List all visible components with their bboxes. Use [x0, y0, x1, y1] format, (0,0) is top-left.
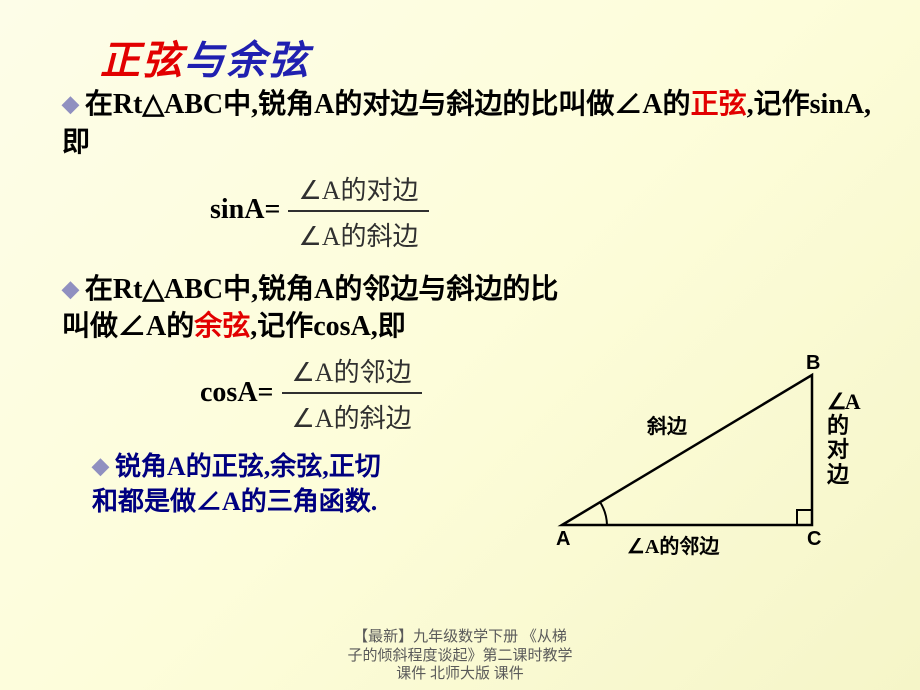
label-C: C — [807, 528, 821, 551]
sin-fraction: ∠A的对边 ∠A的斜边 — [288, 168, 428, 253]
sin-num: ∠A的对边 — [288, 168, 428, 212]
footer-l3: 课件 北师大版 课件 — [396, 666, 524, 682]
formula-sin: sinA= ∠A的对边 ∠A的斜边 — [0, 168, 920, 253]
label-B: B — [806, 352, 820, 375]
bullet-icon: ◆ — [62, 91, 79, 116]
p2-post: ,记作cosA,即 — [250, 311, 406, 342]
triangle-diagram: B A C 斜边 ∠A的邻边 ∠A的对边 — [542, 350, 872, 550]
footer-l2: 子的倾斜程度谈起》第二课时教学 — [347, 648, 572, 664]
sin-lhs: sinA= — [210, 194, 280, 226]
label-A: A — [556, 528, 570, 551]
p2-hl: 余弦 — [194, 311, 250, 342]
footer-l1: 【最新】九年级数学下册 《从梯 — [353, 629, 567, 645]
sin-den: ∠A的斜边 — [288, 212, 428, 253]
label-hyp: 斜边 — [647, 410, 687, 439]
p1-hl: 正弦 — [691, 89, 747, 120]
bullet-icon: ◆ — [62, 276, 79, 301]
summary-l2: 和都是做∠A的三角函数. — [92, 487, 377, 516]
cos-den: ∠A的斜边 — [282, 394, 422, 435]
p1-pre: 在Rt△ABC中,锐角A的对边与斜边的比叫做∠A的 — [85, 89, 691, 120]
label-opp: ∠A的对边 — [827, 390, 849, 487]
bullet-icon: ◆ — [92, 453, 109, 478]
title-part1: 正弦 — [100, 38, 184, 83]
slide-title: 正弦与余弦 — [0, 0, 920, 86]
label-adj: ∠A的邻边 — [627, 530, 719, 559]
triangle-svg — [542, 350, 872, 550]
summary-l1: 锐角A的正弦,余弦,正切 — [115, 452, 381, 481]
paragraph-sin: ◆在Rt△ABC中,锐角A的对边与斜边的比叫做∠A的正弦,记作sinA,即 — [0, 86, 920, 162]
footer: 【最新】九年级数学下册 《从梯 子的倾斜程度谈起》第二课时教学 课件 北师大版 … — [0, 628, 920, 684]
cos-num: ∠A的邻边 — [282, 350, 422, 394]
cos-lhs: cosA= — [200, 377, 274, 409]
cos-fraction: ∠A的邻边 ∠A的斜边 — [282, 350, 422, 435]
title-part2: 与余弦 — [184, 38, 310, 83]
paragraph-cos: ◆在Rt△ABC中,锐角A的邻边与斜边的比叫做∠A的余弦,记作cosA,即 — [0, 253, 920, 347]
